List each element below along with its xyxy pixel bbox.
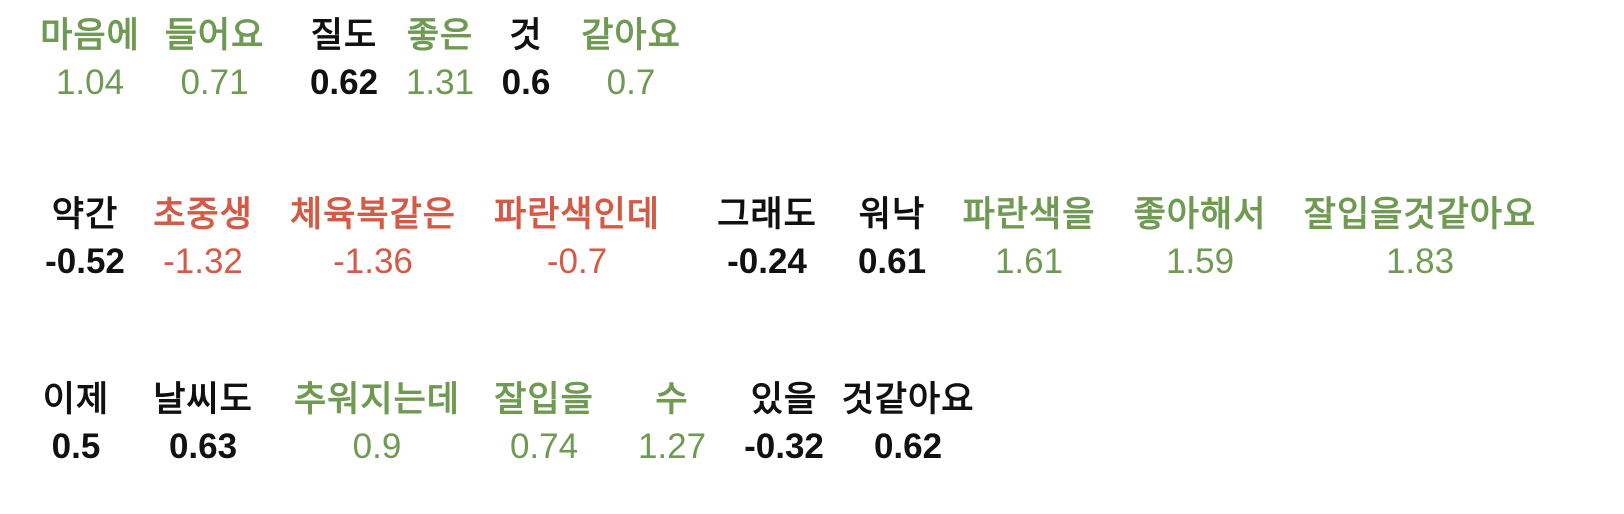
token-score: 1.83	[1385, 242, 1455, 281]
token-word: 체육복같은	[289, 195, 456, 235]
token-word: 잘입을	[494, 380, 594, 420]
token: 날씨도 0.63	[150, 380, 256, 467]
token-word: 잘입을것같아요	[1303, 195, 1537, 235]
token: 마음에 1.04	[40, 16, 140, 103]
token-score: 0.5	[51, 427, 101, 466]
token: 것 0.6	[494, 16, 558, 103]
token-score: 1.59	[1165, 242, 1235, 281]
token-score: 0.63	[168, 427, 238, 466]
token-word: 약간	[51, 195, 119, 235]
token-score: 1.61	[994, 242, 1064, 281]
token-word: 질도	[310, 16, 378, 56]
token-word: 워낙	[858, 195, 926, 235]
token: 것같아요 0.62	[838, 380, 978, 467]
token-row-2: 약간 -0.52 초중생 -1.32 체육복같은 -1.36 파란색인데 -0.…	[0, 195, 1624, 295]
token-word: 마음에	[40, 16, 140, 56]
token: 수 1.27	[630, 380, 714, 467]
token: 추워지는데 0.9	[292, 380, 462, 467]
token-word: 날씨도	[153, 380, 253, 420]
token-word: 것같아요	[841, 380, 975, 420]
token-row-3: 이제 0.5 날씨도 0.63 추워지는데 0.9 잘입을 0.74 수 1.2…	[0, 380, 1624, 480]
token: 같아요 0.7	[578, 16, 684, 103]
token-word: 들어요	[164, 16, 265, 56]
token-word: 있을	[750, 380, 818, 420]
token: 워낙 0.61	[850, 195, 934, 282]
token: 있을 -0.32	[734, 380, 834, 467]
token-word: 이제	[42, 380, 110, 420]
token: 체육복같은 -1.36	[288, 195, 458, 282]
token: 그래도 -0.24	[712, 195, 822, 282]
token-score: 0.7	[606, 63, 656, 102]
token: 약간 -0.52	[38, 195, 132, 282]
token: 좋은 1.31	[402, 16, 478, 103]
token-score: -1.36	[333, 242, 413, 281]
token: 파란색인데 -0.7	[492, 195, 662, 282]
token: 질도 0.62	[303, 16, 385, 103]
token-word: 같아요	[581, 16, 681, 56]
token: 들어요 0.71	[162, 16, 267, 103]
token-score: 0.61	[857, 242, 927, 281]
token-score: 0.9	[352, 427, 402, 466]
token-word: 것	[509, 16, 543, 56]
token: 파란색을 1.61	[958, 195, 1100, 282]
token: 이제 0.5	[36, 380, 116, 467]
token-score: -0.32	[744, 427, 824, 466]
token-word: 추워지는데	[293, 380, 460, 420]
token-score: -0.24	[727, 242, 807, 281]
token-score: 1.04	[55, 63, 125, 102]
token-word: 좋은	[406, 16, 474, 56]
token: 잘입을것같아요 1.83	[1300, 195, 1540, 282]
token-score: 0.71	[180, 63, 249, 102]
token-word: 초중생	[153, 195, 253, 235]
token-word: 파란색을	[962, 195, 1096, 235]
token: 좋아해서 1.59	[1128, 195, 1272, 282]
token-score: 0.62	[309, 63, 379, 102]
token-score: 0.62	[873, 427, 943, 466]
token: 잘입을 0.74	[490, 380, 598, 467]
token-word: 그래도	[717, 195, 817, 235]
token-score: 0.74	[509, 427, 579, 466]
token-score: -0.7	[546, 242, 608, 281]
token: 초중생 -1.32	[150, 195, 256, 282]
token-score: -1.32	[163, 242, 243, 281]
token-score: 1.27	[637, 427, 707, 466]
token-word: 파란색인데	[493, 195, 660, 235]
token-score: -0.52	[45, 242, 125, 281]
token-word: 좋아해서	[1133, 195, 1267, 235]
token-row-1: 마음에 1.04 들어요 0.71 질도 0.62 좋은 1.31 것 0.6 …	[0, 16, 1624, 116]
token-word: 수	[655, 380, 689, 420]
token-score: 0.6	[501, 63, 551, 102]
token-score: 1.31	[405, 63, 475, 102]
